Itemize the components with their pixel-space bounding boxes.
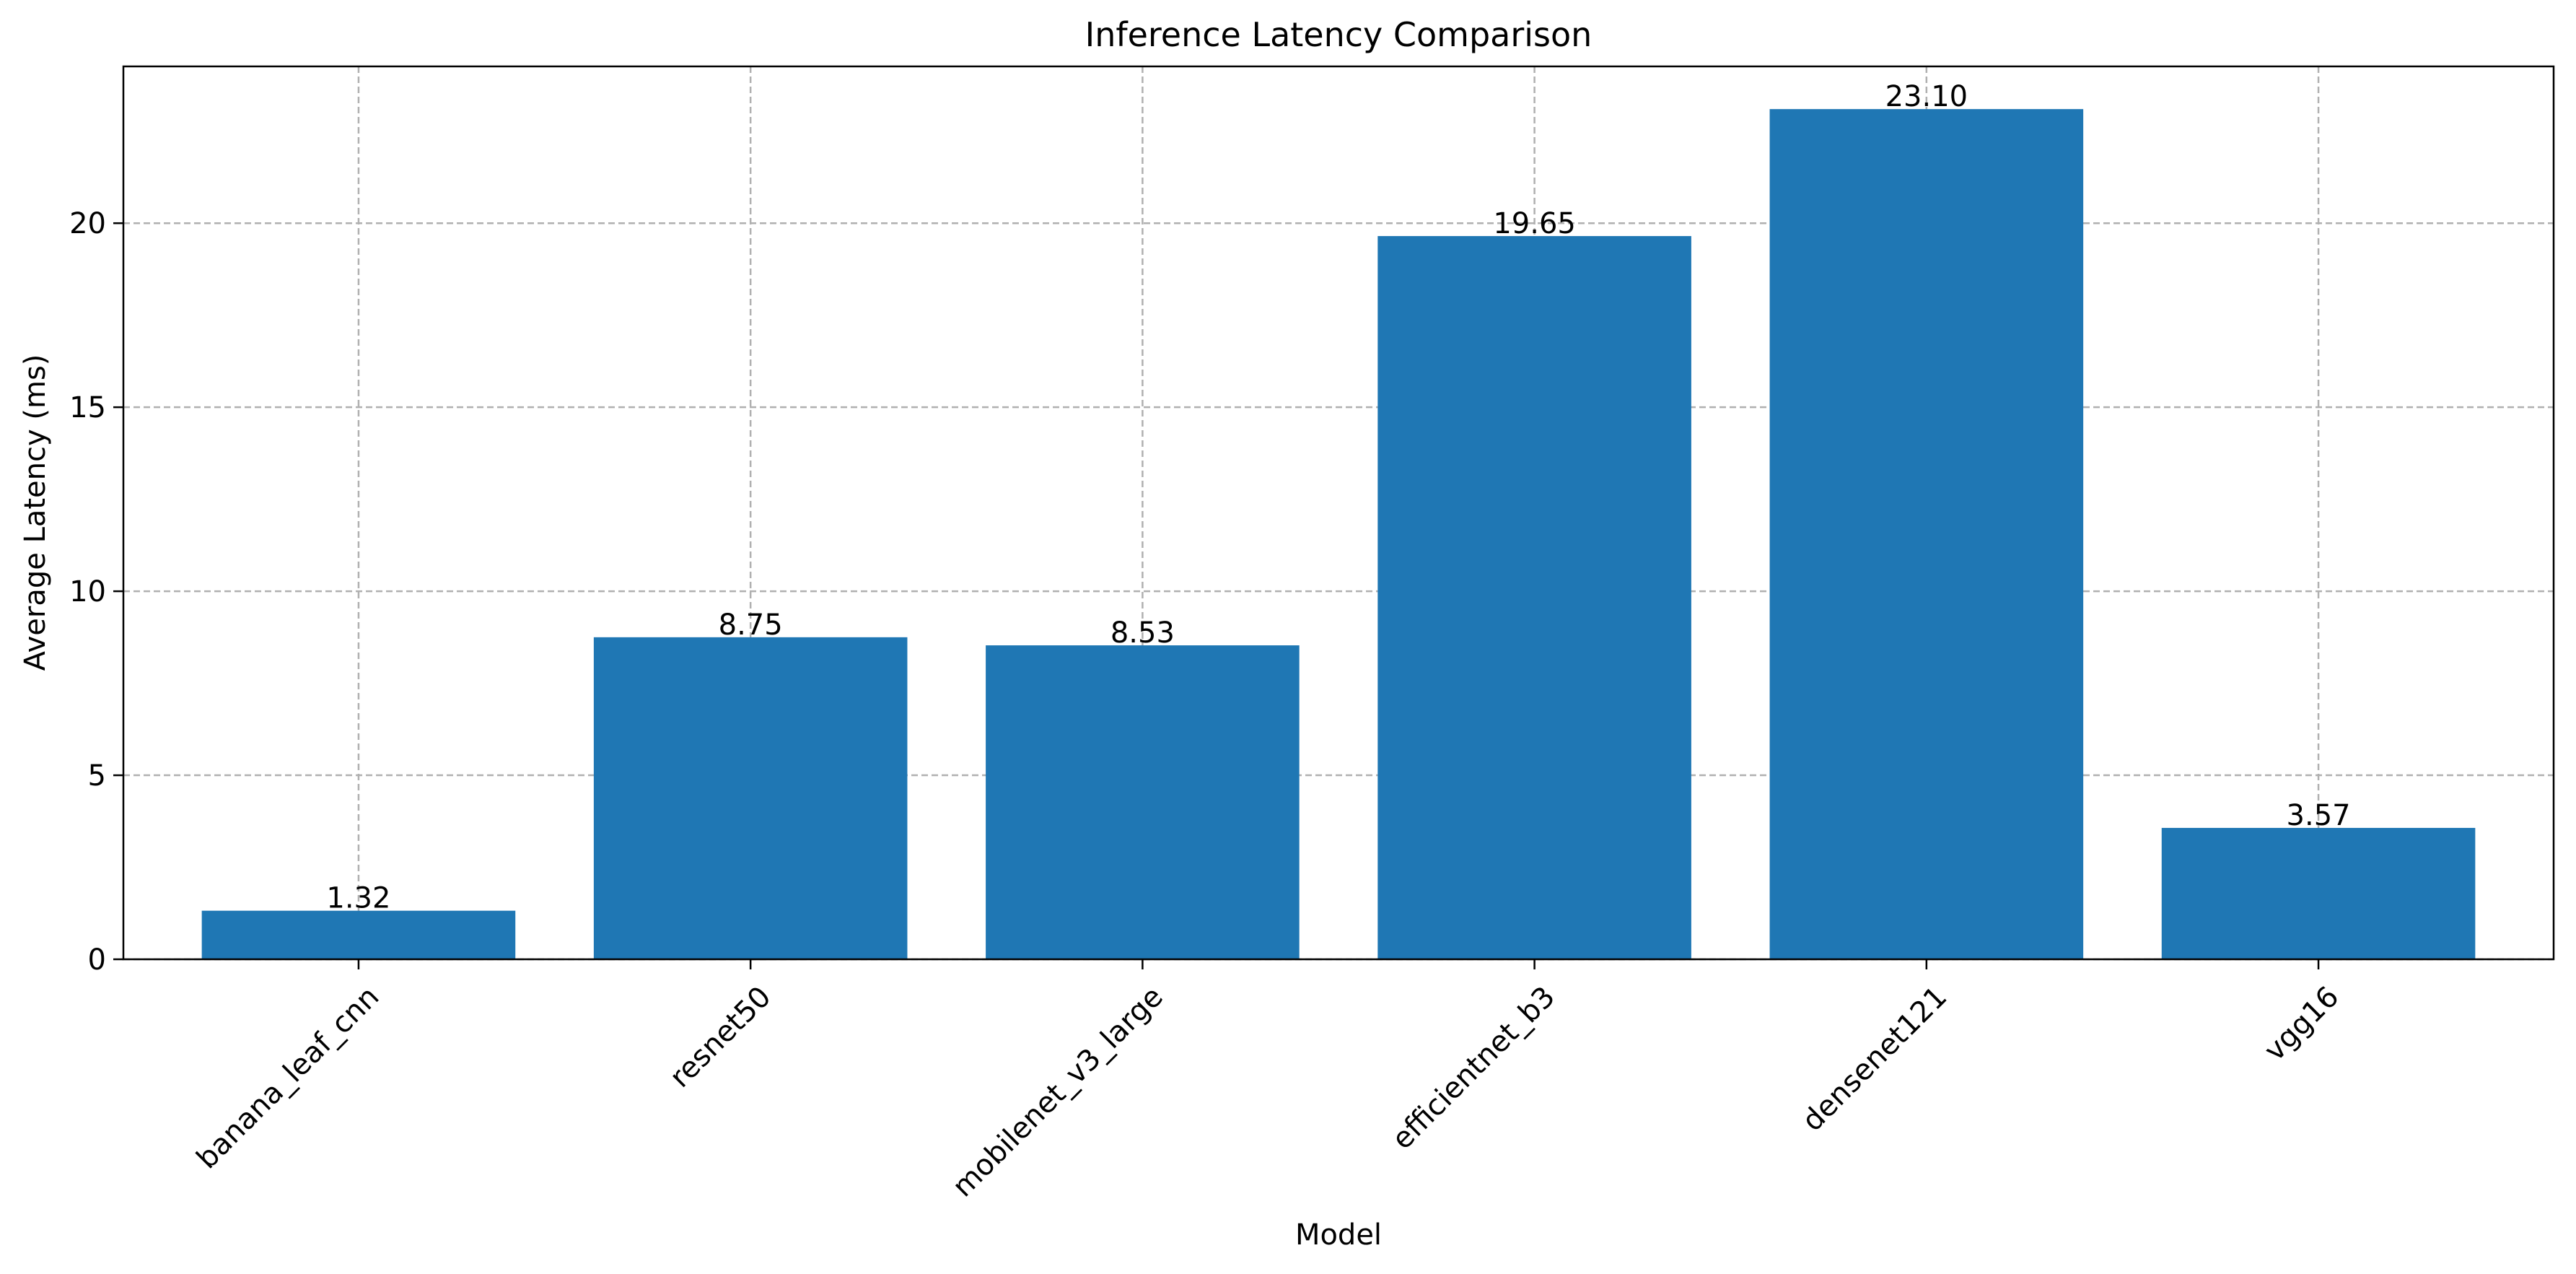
grid-lines	[123, 66, 2554, 961]
y-tick-label: 5	[88, 759, 106, 793]
bar-value-labels: 1.32 8.75 8.53 19.65 23.10 3.57	[326, 80, 2350, 915]
bar-value-label: 19.65	[1493, 207, 1576, 240]
x-axis-label: Model	[1295, 1218, 1382, 1252]
y-tick-label: 20	[69, 207, 106, 240]
y-axis-label: Average Latency (ms)	[19, 354, 52, 671]
x-tick-label: vgg16	[2258, 980, 2345, 1068]
x-tick-label: mobilenet_v3_large	[946, 980, 1170, 1204]
x-tick-label: efficientnet_b3	[1385, 980, 1561, 1156]
bar-value-label: 1.32	[326, 882, 390, 915]
y-axis-ticks: 0 5 10 15 20	[69, 207, 123, 977]
bar-mobilenet_v3_large	[986, 645, 1300, 959]
chart-title: Inference Latency Comparison	[1085, 15, 1593, 54]
x-tick-label: resnet50	[664, 980, 778, 1094]
bar-value-label: 23.10	[1885, 80, 1968, 113]
y-tick-label: 0	[88, 943, 106, 977]
bars	[201, 109, 2476, 959]
y-tick-label: 10	[69, 575, 106, 608]
x-tick-label: banana_leaf_cnn	[190, 980, 386, 1176]
plot-frame	[122, 65, 2555, 961]
x-tick-label: densenet121	[1796, 980, 1953, 1138]
x-axis-ticks: banana_leaf_cnn resnet50 mobilenet_v3_larg…	[190, 959, 2345, 1204]
bar-banana_leaf_cnn	[201, 910, 516, 959]
bar-densenet121	[1769, 109, 2084, 959]
bar-value-label: 8.75	[719, 608, 783, 642]
y-tick-label: 15	[69, 391, 106, 424]
bar-value-label: 3.57	[2287, 799, 2351, 832]
bar-vgg16	[2161, 827, 2476, 959]
bar-efficientnet_b3	[1377, 236, 1691, 959]
bar-resnet50	[593, 637, 908, 959]
bar-value-label: 8.53	[1110, 616, 1175, 650]
